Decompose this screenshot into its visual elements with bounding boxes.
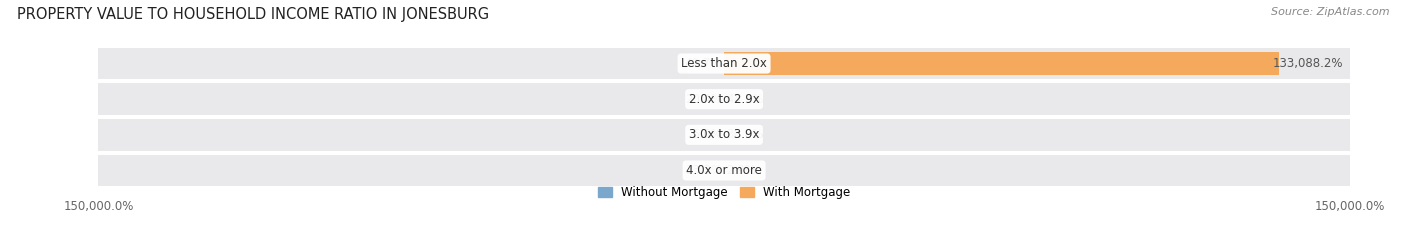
Text: 2.9%: 2.9% (725, 164, 756, 177)
Text: 20.4%: 20.4% (685, 93, 721, 106)
Text: 2.0x to 2.9x: 2.0x to 2.9x (689, 93, 759, 106)
Bar (98, 84, 1350, 115)
Text: 36.8%: 36.8% (727, 128, 763, 141)
Text: 5.6%: 5.6% (692, 128, 723, 141)
Bar (98, 48, 1350, 79)
Text: 3.0x to 3.9x: 3.0x to 3.9x (689, 128, 759, 141)
Text: 44.1%: 44.1% (727, 93, 763, 106)
Text: 4.0x or more: 4.0x or more (686, 164, 762, 177)
Text: PROPERTY VALUE TO HOUSEHOLD INCOME RATIO IN JONESBURG: PROPERTY VALUE TO HOUSEHOLD INCOME RATIO… (17, 7, 489, 22)
Bar (98, 119, 1350, 150)
Text: Source: ZipAtlas.com: Source: ZipAtlas.com (1271, 7, 1389, 17)
Text: Less than 2.0x: Less than 2.0x (681, 57, 768, 70)
Legend: Without Mortgage, With Mortgage: Without Mortgage, With Mortgage (593, 182, 855, 204)
Text: 133,088.2%: 133,088.2% (1272, 57, 1344, 70)
Bar (98, 155, 1350, 186)
Text: 40.7%: 40.7% (685, 57, 721, 70)
Text: 33.3%: 33.3% (685, 164, 721, 177)
Bar (724, 52, 1279, 75)
